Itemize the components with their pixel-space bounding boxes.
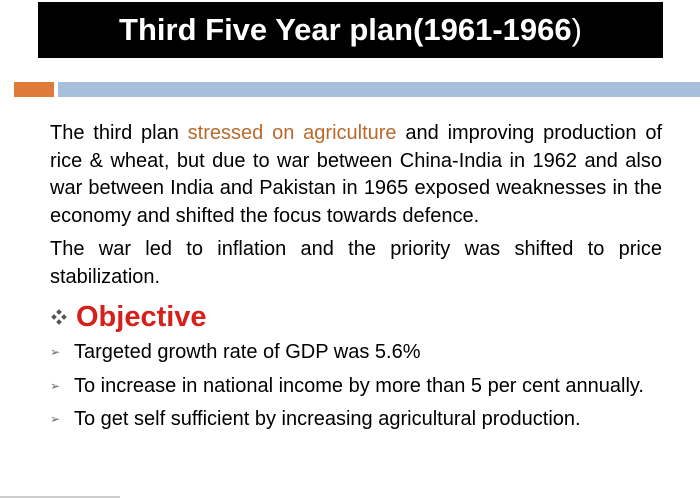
list-item: ➢ Targeted growth rate of GDP was 5.6%	[50, 339, 662, 367]
list-item-text: Targeted growth rate of GDP was 5.6%	[74, 341, 421, 363]
content-area: The third plan stressed on agriculture a…	[50, 120, 662, 440]
list-item-text: To increase in national income by more t…	[74, 374, 644, 397]
title-main: Third Five Year plan(1961-1966	[119, 12, 572, 47]
list-item: ➢ To increase in national income by more…	[50, 373, 662, 401]
accent-bar-orange	[14, 82, 54, 97]
title-bar: Third Five Year plan(1961-1966)	[38, 2, 663, 58]
intro-text-end: and improving production of rice & wheat…	[50, 122, 663, 227]
paragraph-war-inflation: The war led to inflation and the priorit…	[50, 238, 662, 288]
list-item-text: To get self sufficient by increasing agr…	[74, 408, 581, 430]
arrow-bullet-icon: ➢	[50, 378, 61, 393]
list-item: ➢ To get self sufficient by increasing a…	[50, 406, 662, 434]
intro-text-start: The third plan	[50, 122, 188, 144]
diamond-cluster-icon	[51, 309, 67, 325]
objective-heading-row: Objective	[50, 297, 662, 337]
page-title: Third Five Year plan(1961-1966)	[119, 12, 582, 48]
accent-bar-blue	[58, 82, 700, 97]
objective-list: ➢ Targeted growth rate of GDP was 5.6% ➢…	[50, 339, 662, 434]
paragraph-intro: The third plan stressed on agriculture a…	[50, 120, 662, 230]
intro-highlight: stressed on agriculture	[187, 122, 397, 144]
title-close-paren: )	[571, 12, 582, 47]
arrow-bullet-icon: ➢	[50, 345, 61, 359]
objective-heading: Objective	[76, 300, 207, 333]
bottom-divider	[0, 496, 120, 498]
arrow-bullet-icon: ➢	[50, 412, 61, 426]
